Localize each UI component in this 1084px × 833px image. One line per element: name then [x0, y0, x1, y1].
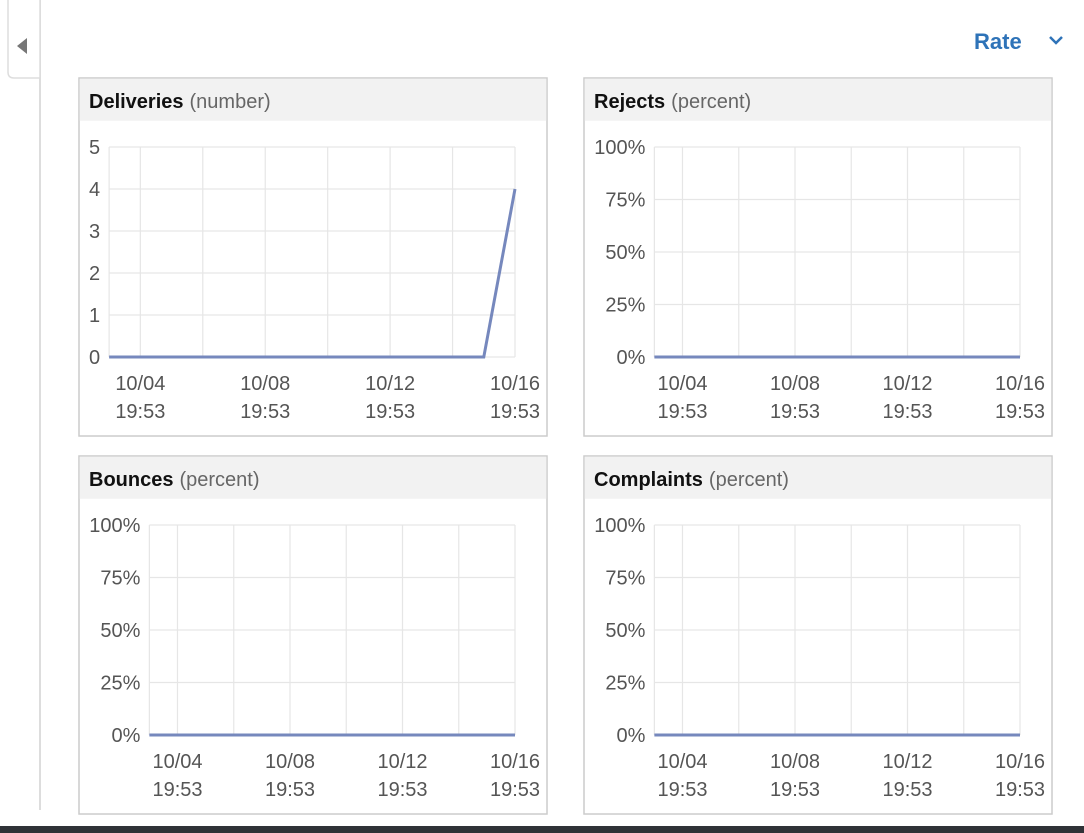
x-tick-label: 10/16 19:53 — [490, 751, 540, 801]
dropdown-caret[interactable] — [1049, 36, 1063, 45]
x-tick-label: 10/04 19:53 — [152, 751, 202, 801]
collapse-tab[interactable] — [7, 0, 41, 79]
y-tick-label: 75% — [605, 568, 645, 590]
y-tick-label: 100% — [89, 515, 140, 537]
panel-title: Deliveries — [89, 91, 184, 113]
panel — [78, 455, 548, 815]
panel — [78, 77, 548, 437]
y-tick-label: 50% — [605, 242, 645, 264]
collapse-arrow[interactable] — [17, 38, 27, 54]
y-tick-label: 1 — [89, 305, 100, 327]
x-tick-label: 10/04 19:53 — [657, 373, 707, 423]
y-tick-label: 25% — [605, 673, 645, 695]
y-tick-label: 4 — [89, 179, 100, 201]
y-tick-label: 100% — [594, 137, 645, 159]
panel — [583, 77, 1053, 437]
rate-dropdown[interactable]: Rate — [974, 29, 1022, 54]
x-tick-label: 10/12 19:53 — [377, 751, 427, 801]
x-tick-label: 10/12 19:53 — [365, 373, 415, 423]
y-tick-label: 75% — [605, 190, 645, 212]
x-tick-label: 10/08 19:53 — [240, 373, 290, 423]
y-tick-label: 50% — [605, 620, 645, 642]
panel-unit: (number) — [190, 91, 271, 113]
panel-header — [79, 456, 547, 499]
x-tick-label: 10/16 19:53 — [490, 373, 540, 423]
panel — [583, 455, 1053, 815]
panel-unit: (percent) — [671, 91, 751, 113]
bottom-bar — [0, 826, 1084, 833]
panel-header — [584, 78, 1052, 121]
panel-header — [584, 456, 1052, 499]
panel-unit: (percent) — [179, 469, 259, 491]
x-tick-label: 10/16 19:53 — [995, 373, 1045, 423]
x-tick-label: 10/08 19:53 — [265, 751, 315, 801]
panel-title: Rejects — [594, 91, 665, 113]
y-tick-label: 75% — [100, 568, 140, 590]
y-tick-label: 0% — [616, 725, 645, 747]
panel-title: Bounces — [89, 469, 173, 491]
x-tick-label: 10/08 19:53 — [770, 751, 820, 801]
panel-unit: (percent) — [709, 469, 789, 491]
y-tick-label: 100% — [594, 515, 645, 537]
x-tick-label: 10/04 19:53 — [657, 751, 707, 801]
y-tick-label: 0% — [111, 725, 140, 747]
x-tick-label: 10/12 19:53 — [882, 373, 932, 423]
y-tick-label: 5 — [89, 137, 100, 159]
y-tick-label: 3 — [89, 221, 100, 243]
y-tick-label: 0 — [89, 347, 100, 369]
panel-header — [79, 78, 547, 121]
y-tick-label: 25% — [605, 295, 645, 317]
y-tick-label: 50% — [100, 620, 140, 642]
x-tick-label: 10/08 19:53 — [770, 373, 820, 423]
data-line — [109, 188, 517, 359]
x-tick-label: 10/16 19:53 — [995, 751, 1045, 801]
y-tick-label: 0% — [616, 347, 645, 369]
y-tick-label: 25% — [100, 673, 140, 695]
x-tick-label: 10/12 19:53 — [882, 751, 932, 801]
panel-title: Complaints — [594, 469, 703, 491]
y-tick-label: 2 — [89, 263, 100, 285]
x-tick-label: 10/04 19:53 — [115, 373, 165, 423]
